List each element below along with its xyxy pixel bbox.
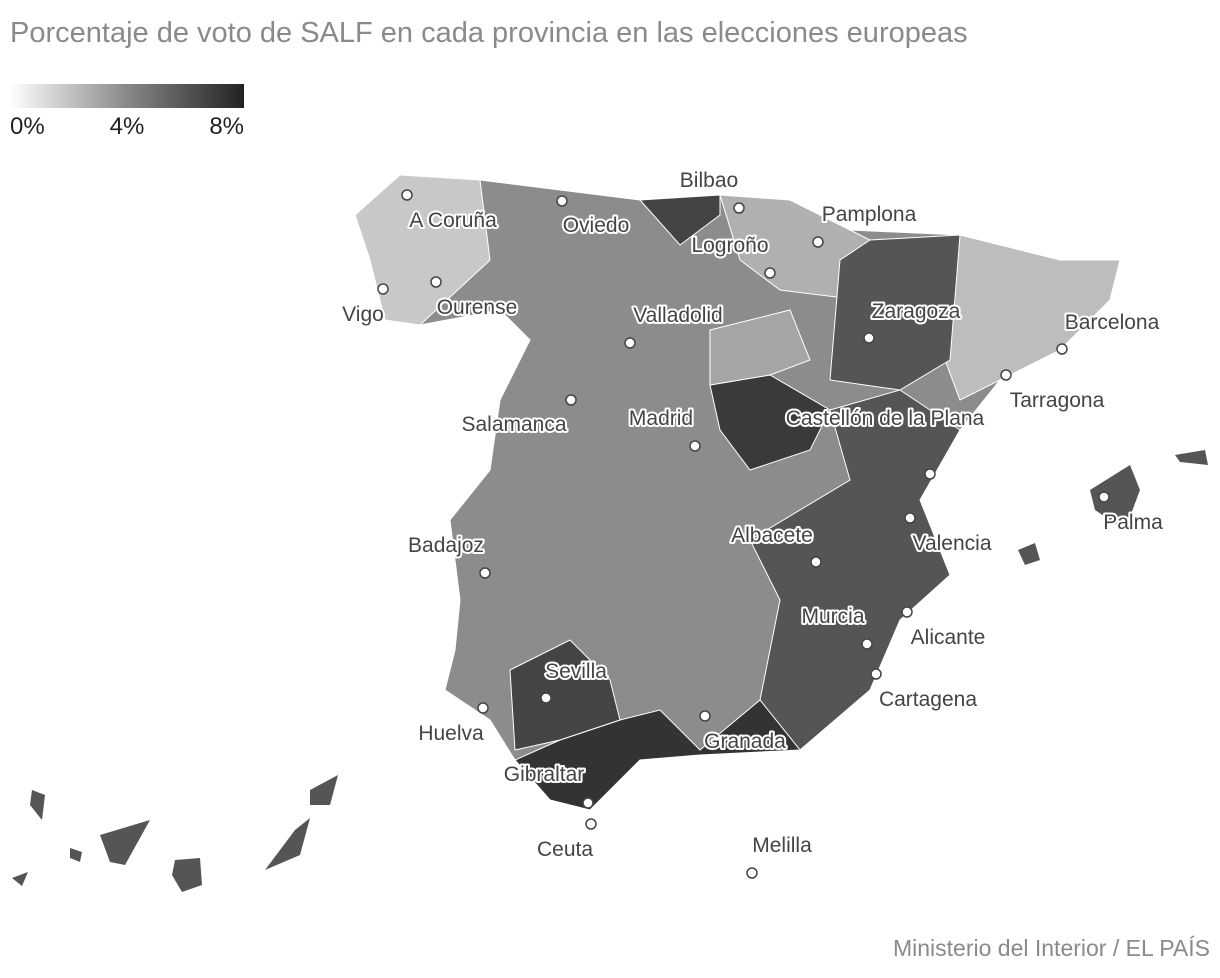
city-label: Granada [704, 730, 786, 753]
city-label: Valencia [913, 532, 992, 555]
city-dot [430, 276, 442, 288]
city-dot [1056, 343, 1068, 355]
city-dot [1000, 369, 1012, 381]
city-label: Sevilla [545, 660, 607, 683]
city-label: Gibraltar [504, 763, 585, 786]
city-dot [582, 797, 594, 809]
city-label: Madrid [629, 407, 693, 430]
city-dot [401, 189, 413, 201]
city-label: Albacete [731, 524, 813, 547]
city-dot [810, 556, 822, 568]
cities: A Coruña Oviedo Bilbao Pamplona Logroño Vigo O… [340, 167, 1165, 879]
city-dot [733, 202, 745, 214]
region [749, 389, 961, 751]
city-dot [924, 468, 936, 480]
city-dot [377, 283, 389, 295]
city-label: Salamanca [461, 413, 566, 436]
region [829, 234, 961, 391]
city-label: Murcia [801, 605, 864, 628]
city-dot [565, 394, 577, 406]
city-dot [812, 236, 824, 248]
city-label: Logroño [691, 234, 768, 257]
city-label: Huelva [418, 722, 484, 745]
city-dot [764, 267, 776, 279]
title: Porcentaje de voto de SALF en cada provi… [10, 17, 968, 49]
city-dot [689, 440, 701, 452]
city-label: Alicante [911, 626, 986, 649]
region [709, 309, 811, 386]
city-label: Tarragona [1010, 389, 1105, 412]
city-label: Ceuta [537, 838, 593, 861]
city-label: Zaragoza [872, 300, 961, 323]
legend-tick-label: 8% [209, 113, 244, 140]
peninsula [354, 174, 1121, 811]
city-dot [861, 638, 873, 650]
canary-islands [12, 775, 338, 892]
city-label: Badajoz [408, 534, 484, 557]
balearic-islands [1018, 450, 1208, 565]
region [514, 699, 802, 811]
city-label: A Coruña [409, 209, 497, 232]
city-label: Castellón de la Plana [786, 407, 985, 430]
city-dot [863, 332, 875, 344]
city-label: Valladolid [633, 304, 723, 327]
islands [12, 450, 1208, 892]
city-dot [904, 512, 916, 524]
region [509, 639, 621, 751]
source: Ministerio del Interior / EL PAÍS [893, 935, 1210, 961]
city-dot [479, 567, 491, 579]
region [638, 194, 721, 246]
city-label: Palma [1103, 511, 1163, 534]
city-dot [870, 668, 882, 680]
city-label: Cartagena [879, 688, 977, 711]
legend-tick-label: 4% [110, 113, 145, 140]
city-label: Ourense [437, 296, 518, 319]
legend-bar [10, 84, 244, 108]
city-dot [540, 692, 552, 704]
city-label: Oviedo [563, 214, 630, 237]
city-dot [746, 867, 758, 879]
city-dot [624, 337, 636, 349]
city-label: Barcelona [1065, 311, 1160, 334]
city-dot [699, 710, 711, 722]
city-dot [556, 195, 568, 207]
region [354, 174, 491, 326]
city-label: Vigo [342, 303, 384, 326]
city-dot [1098, 491, 1110, 503]
city-dot [477, 702, 489, 714]
city-dot [901, 606, 913, 618]
legend-tick-label: 0% [10, 113, 45, 140]
city-label: Bilbao [680, 169, 738, 192]
city-dot [585, 818, 597, 830]
city-label: Pamplona [822, 203, 917, 226]
city-label: Melilla [752, 834, 812, 857]
